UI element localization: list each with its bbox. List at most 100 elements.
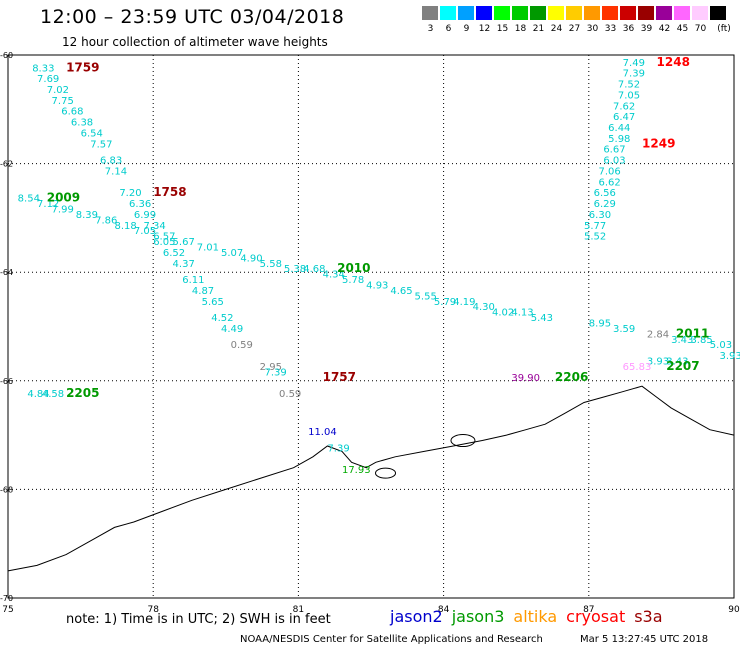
swh-value: 7.52 [618,80,640,91]
axis-ticks: 75 78 81 84 87 90 -60 -62 -64 -66 -68 -70 [0,51,740,615]
swh-value: 6.68 [61,107,83,118]
y-tick-label: -70 [0,594,13,603]
swh-value: 4.49 [221,324,243,335]
legend-swatch [512,6,529,20]
swh-value-labels: 8.337.697.027.756.686.386.547.57 6.837.14… [18,58,740,476]
pass-id-label: 1758 [153,185,186,199]
swh-value: 7.57 [90,139,112,150]
swh-value: 4.52 [211,313,233,324]
swh-value: 7.69 [37,74,59,85]
swh-value: 7.39 [623,69,645,80]
swh-value: 4.30 [473,302,495,313]
legend-label: 12 [478,24,491,34]
legend-swatch [530,6,547,20]
legend-label: 21 [532,24,545,34]
legend-swatch [584,6,601,20]
swh-value: 3.93 [719,351,740,362]
swh-value: 4.68 [303,264,325,275]
swh-value: 7.01 [197,242,219,253]
legend-swatch [548,6,565,20]
swh-value: 7.34 [144,221,166,232]
swh-value: 5.79 [434,297,456,308]
color-legend: 3 6 9 12 15 18 21 24 27 30 33 36 39 42 45 70 (ft) [422,6,731,36]
legend-label: 27 [568,24,581,34]
swh-value: 5.77 [584,221,606,232]
footer-credit: NOAA/NESDIS Center for Satellite Applica… [240,634,543,645]
y-tick-label: -64 [0,268,13,277]
swh-value: 4.87 [192,286,214,297]
swh-value: 5.38 [284,264,306,275]
legend-swatch [476,6,493,20]
pass-id-label: 1249 [642,136,675,150]
legend-label: 45 [676,24,689,34]
swh-value: 5.78 [342,275,364,286]
legend-label: 15 [496,24,509,34]
swh-value: 6.38 [71,118,93,129]
swh-value: 3.85 [690,335,712,346]
map-frame [7,54,735,599]
swh-value: 6.54 [81,128,103,139]
satellite-name: altika [513,607,558,626]
pass-id-label: 1759 [66,60,99,74]
swh-value: 7.05 [134,226,156,237]
pass-id-label: 2011 [676,326,709,340]
swh-value: 7.06 [598,166,620,177]
legend-swatch [692,6,709,20]
satellite-name: s3a [634,607,663,626]
swh-value: 6.29 [594,199,616,210]
swh-value: 6.05 [153,237,175,248]
swh-value: 7.20 [119,188,141,199]
footer-generated-time: Mar 5 13:27:45 UTC 2018 [580,634,709,645]
legend-label: 6 [445,24,452,34]
satellite-legend: jason2 jason3 altika cryosat s3a [390,607,672,626]
swh-value: 5.07 [221,248,243,259]
legend-swatch [566,6,583,20]
swh-value: 6.62 [598,177,620,188]
swh-value: 2.84 [647,329,669,340]
swh-value: 5.43 [531,313,553,324]
swh-value: 7.62 [613,101,635,112]
island-outline [375,467,397,479]
legend-label: 36 [622,24,635,34]
swh-value: 2.95 [260,362,282,373]
swh-value: 6.44 [608,123,630,134]
legend-label: 33 [604,24,617,34]
y-tick-label: -68 [0,485,13,494]
swh-value: 0.59 [231,340,253,351]
legend-swatch [638,6,655,20]
pass-id-label: 2009 [47,191,80,205]
legend-label: 3 [427,24,434,34]
x-tick-label: 87 [583,605,594,615]
legend-swatch [422,6,439,20]
pass-id-label: 2207 [666,359,699,373]
swh-value: 6.36 [129,199,151,210]
swh-value: 5.52 [584,232,606,243]
pass-id-label: 2205 [66,386,99,400]
swh-value: 5.98 [608,134,630,145]
antarctic-coastline [7,385,735,572]
swh-value: 8.54 [18,194,40,205]
swh-value: 7.12 [37,199,59,210]
legend-label: 18 [514,24,527,34]
swh-value: 4.90 [240,253,262,264]
legend-label: 30 [586,24,599,34]
swh-value: 11.04 [308,427,337,438]
lat-lon-grid [8,55,734,598]
swh-value: 7.86 [95,215,117,226]
swh-value: 6.67 [603,145,625,156]
legend-swatch [656,6,673,20]
legend-swatch [674,6,691,20]
satellite-name: jason2 [390,607,443,626]
swh-value: 4.65 [390,286,412,297]
swh-value: 8.39 [76,210,98,221]
legend-label: 70 [694,24,707,34]
pass-id-label: 2206 [555,370,588,384]
swh-value: 4.02 [492,308,514,319]
swh-value: 5.03 [710,340,732,351]
pass-labels: 1759 1758 2009 2010 1757 2205 2206 2207 2011 1248… [47,55,710,400]
swh-value: 6.99 [134,210,156,221]
swh-value: 5.65 [202,297,224,308]
x-tick-label: 81 [293,605,304,615]
legend-unit: (ft) [717,24,731,34]
swh-value: 4.93 [366,280,388,291]
